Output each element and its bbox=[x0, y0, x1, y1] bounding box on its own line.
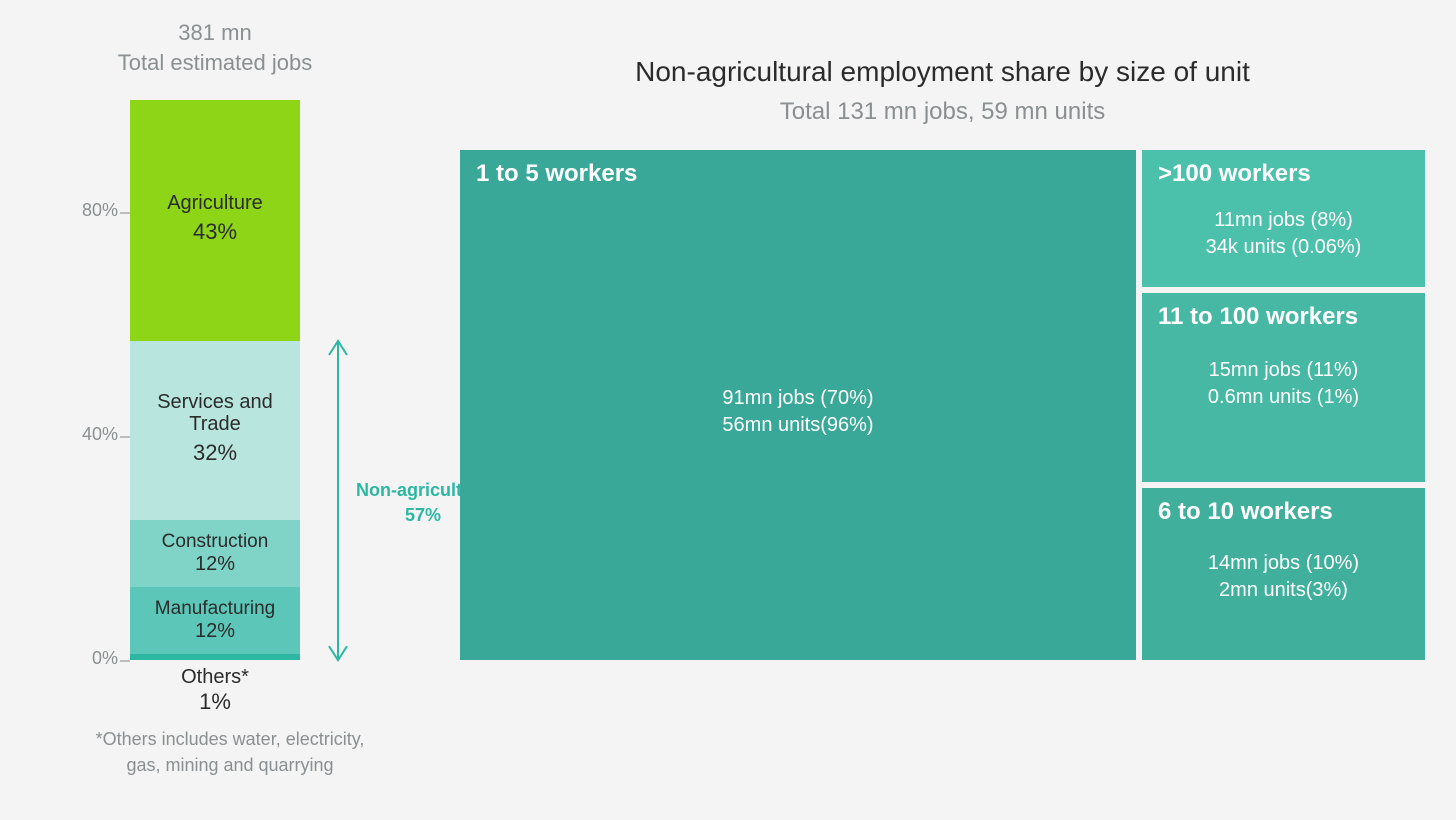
tile-line-units: 56mn units(96%) bbox=[460, 412, 1136, 439]
left-title-line1: 381 mn bbox=[178, 20, 251, 45]
tile-line-jobs: 91mn jobs (70%) bbox=[460, 385, 1136, 412]
segment-others-outside-label: Others*1% bbox=[130, 666, 300, 715]
left-footnote: *Others includes water, electricity, gas… bbox=[85, 726, 375, 778]
axis-tick-dash bbox=[120, 436, 130, 438]
segment-pct: 1% bbox=[130, 689, 300, 715]
segment-agriculture: Agriculture43% bbox=[130, 100, 300, 341]
right-chart-subtitle: Total 131 mn jobs, 59 mn units bbox=[460, 98, 1425, 126]
segment-pct: 43% bbox=[193, 214, 237, 249]
right-chart-title: Non-agricultural employment share by siz… bbox=[460, 56, 1425, 88]
tile-line-units: 2mn units(3%) bbox=[1158, 577, 1409, 604]
axis-tick-dash bbox=[120, 212, 130, 214]
tile-line-jobs: 11mn jobs (8%) bbox=[1158, 207, 1409, 234]
segment-pct: 32% bbox=[193, 435, 237, 470]
tile-line-jobs: 14mn jobs (10%) bbox=[1158, 550, 1409, 577]
segment-label: Construction bbox=[162, 532, 269, 553]
tile-title: 6 to 10 workers bbox=[1158, 498, 1409, 526]
stacked-bar: Agriculture43%Services and Trade32%Const… bbox=[130, 100, 300, 660]
treemap-area: 1 to 5 workers 91mn jobs (70%)56mn units(… bbox=[460, 150, 1425, 660]
tile-title: 11 to 100 workers bbox=[1158, 303, 1409, 331]
tile-1-to-5-workers: 1 to 5 workers 91mn jobs (70%)56mn units(… bbox=[460, 150, 1136, 660]
tile-line-units: 34k units (0.06%) bbox=[1158, 234, 1409, 261]
tile-6-to-10-workers: 6 to 10 workers 14mn jobs (10%)2mn units(… bbox=[1142, 488, 1425, 660]
axis-tick-label: 80% bbox=[58, 200, 118, 221]
segment-pct: 12% bbox=[195, 553, 235, 576]
tile-line-units: 0.6mn units (1%) bbox=[1158, 384, 1409, 411]
segment-construction: Construction12% bbox=[130, 520, 300, 587]
axis-tick-label: 0% bbox=[58, 648, 118, 669]
axis-tick-label: 40% bbox=[58, 424, 118, 445]
tile-title: >100 workers bbox=[1158, 160, 1409, 188]
tile-11-to-100-workers: 11 to 100 workers 15mn jobs (11%)0.6mn un… bbox=[1142, 293, 1425, 482]
segment-label: Services and Trade bbox=[130, 391, 300, 435]
axis-tick-dash bbox=[120, 660, 130, 662]
segment-others bbox=[130, 654, 300, 660]
tile-title: 1 to 5 workers bbox=[476, 160, 1120, 188]
segment-label: Manufacturing bbox=[155, 599, 275, 620]
tile-line-jobs: 15mn jobs (11%) bbox=[1158, 357, 1409, 384]
segment-manufacturing: Manufacturing12% bbox=[130, 587, 300, 654]
tile--100-workers: >100 workers 11mn jobs (8%)34k units (0.0… bbox=[1142, 150, 1425, 287]
segment-services: Services and Trade32% bbox=[130, 341, 300, 520]
segment-label: Others* bbox=[130, 666, 300, 689]
bracket-line2: 57% bbox=[405, 505, 441, 525]
segment-label: Agriculture bbox=[167, 192, 263, 214]
left-title-line2: Total estimated jobs bbox=[118, 50, 312, 75]
segment-pct: 12% bbox=[195, 620, 235, 643]
left-chart-title: 381 mn Total estimated jobs bbox=[80, 18, 350, 77]
